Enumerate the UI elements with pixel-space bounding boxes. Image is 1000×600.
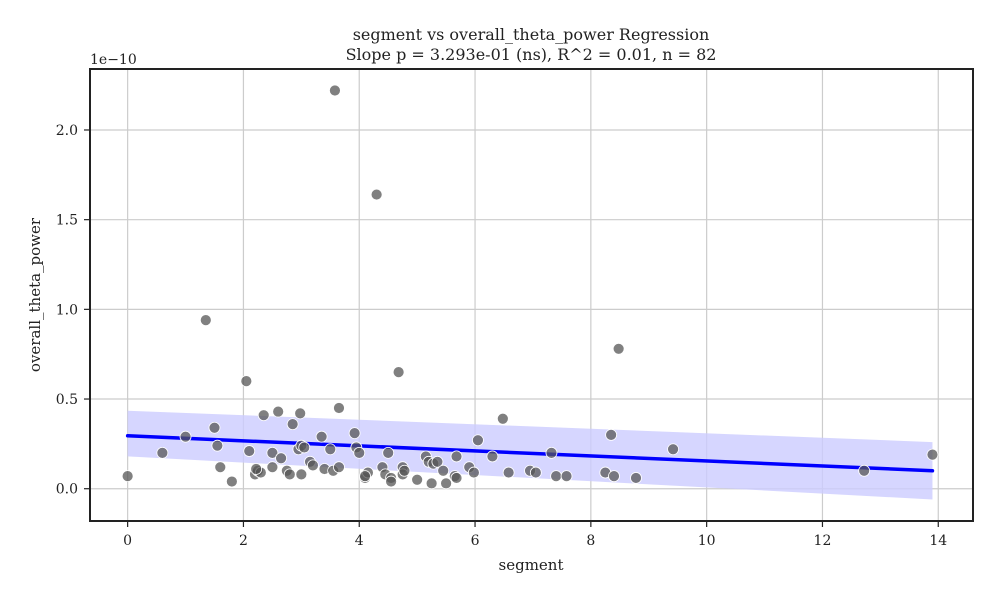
chart-title: segment vs overall_theta_power Regressio… [353,25,710,44]
scatter-point [266,461,279,474]
scatter-point [545,446,558,459]
scatter-point [266,446,279,459]
x-tick-label: 10 [698,533,716,549]
scatter-point [496,412,509,425]
scatter-point [324,443,337,456]
scatter-point [353,446,366,459]
scatter-point [431,455,444,468]
scatter-point [385,475,397,488]
scatter-point [156,446,169,459]
scatter-point [437,464,450,477]
scatter-point [425,477,438,490]
scatter-point [550,470,563,483]
scatter-point [398,464,411,477]
scatter-point [250,463,263,475]
x-tick-label: 2 [239,533,248,549]
y-tick-label: 0.0 [56,482,78,498]
scatter-point [858,464,871,477]
scatter-point [272,405,285,418]
x-axis-label: segment [499,556,564,574]
scatter-point [348,427,361,440]
scatter-point [307,459,319,472]
scatter-point [243,445,256,457]
scatter-point [411,473,424,486]
y-axis-label: overall_theta_power [26,217,44,372]
x-tick-label: 8 [586,533,595,549]
scatter-point [240,375,253,387]
scatter-point [121,470,134,483]
scatter-point [502,466,515,479]
scatter-point [211,439,224,452]
scatter-point [208,421,221,434]
scatter-point [286,418,299,431]
scatter-point [486,450,499,463]
confidence-band-layer [127,410,933,500]
regression-line [125,434,935,473]
scatter-point [450,450,463,463]
scatter-point [283,468,296,481]
y-tick-label: 0.5 [56,392,78,408]
confidence-band [127,410,933,500]
chart-subtitle: Slope p = 3.293e-01 (ns), R^2 = 0.01, n … [346,45,717,64]
scatter-point [370,188,383,201]
scatter-point [225,475,238,488]
scatter-point [329,84,341,97]
scatter-point [257,409,270,422]
scatter-point [179,430,192,443]
scatter-point [294,407,307,420]
scatter-point [605,429,618,441]
scatter-point [315,430,328,443]
plot-frame [89,68,974,522]
scatter-point [529,466,542,479]
scatter-points-layer [121,84,939,490]
y-offset-label: 1e−10 [90,52,137,68]
scatter-point [612,342,625,355]
ticks-layer: 0 2 4 6 8 10 12 14 0.0 0.5 1.0 1.5 2.0 [56,123,948,549]
regression-line-layer [125,434,935,473]
scatter-point [667,443,679,456]
scatter-point [199,314,212,327]
scatter-point [608,470,620,483]
x-tick-label: 12 [814,533,832,549]
scatter-point [392,366,405,379]
scatter-point [472,434,484,447]
x-tick-label: 0 [123,533,132,549]
scatter-point [295,468,308,481]
y-tick-label: 1.0 [56,302,78,318]
scatter-point [450,472,463,484]
scatter-point [630,472,642,484]
grid-lines [90,69,973,521]
scatter-point [333,402,345,414]
scatter-point [214,461,227,474]
scatter-point [467,466,480,479]
scatter-point [560,470,573,483]
scatter-point [926,448,939,461]
x-tick-label: 4 [355,533,364,549]
x-tick-label: 14 [929,533,947,549]
x-tick-label: 6 [471,533,480,549]
axes-layer [89,68,974,522]
scatter-point [440,477,452,490]
scatter-point [333,461,345,474]
scatter-point [298,441,311,454]
y-tick-label: 2.0 [56,123,78,139]
scatter-point [359,470,371,483]
scatter-point [382,446,395,459]
scatter-point [275,452,287,465]
y-tick-label: 1.5 [56,213,78,229]
